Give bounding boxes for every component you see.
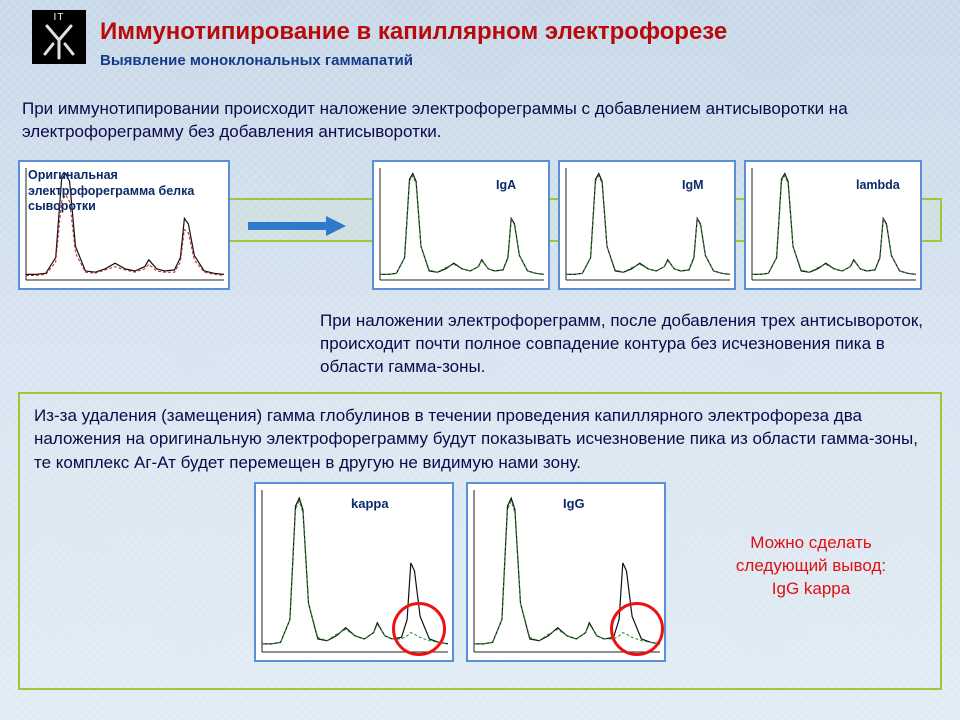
panel-label-lam: lambda: [856, 178, 900, 194]
arrow-icon: [248, 214, 348, 238]
conclusion-line3: IgG kappa: [706, 578, 916, 601]
page-subtitle: Выявление моноклональных гаммапатий: [100, 52, 413, 69]
panel-label-igg: IgG: [563, 496, 585, 511]
icon-label: IT: [54, 12, 65, 23]
conclusion-box: Из-за удаления (замещения) гамма глобули…: [18, 392, 942, 690]
antibody-it-icon: IT: [32, 10, 86, 64]
conclusion-line2: следующий вывод:: [706, 555, 916, 578]
panel-igm: IgM: [558, 160, 736, 290]
panel-kappa: kappa: [254, 482, 454, 662]
conclusion-line1: Можно сделать: [706, 532, 916, 555]
gamma-peak-circle: [392, 602, 446, 656]
panel-label-iga: IgA: [496, 178, 516, 194]
removal-paragraph: Из-за удаления (замещения) гамма глобули…: [34, 404, 926, 474]
intro-paragraph: При иммунотипировании происходит наложен…: [22, 98, 938, 144]
panel-lam: lambda: [744, 160, 922, 290]
panel-orig: Оригинальная электрофореграмма белка сыв…: [18, 160, 230, 290]
panel-label-orig: Оригинальная электрофореграмма белка сыв…: [28, 168, 208, 215]
panel-igg: IgG: [466, 482, 666, 662]
panel-row-2: Можно сделать следующий вывод: IgG kappa…: [34, 482, 926, 682]
panel-label-igm: IgM: [682, 178, 704, 194]
page-title: Иммунотипирование в капиллярном электроф…: [100, 18, 727, 46]
panel-row-1: Оригинальная электрофореграмма белка сыв…: [18, 160, 942, 300]
gamma-peak-circle: [610, 602, 664, 656]
conclusion-text: Можно сделать следующий вывод: IgG kappa: [706, 532, 916, 601]
overlay-paragraph: При наложении электрофореграмм, после до…: [320, 310, 936, 379]
panel-iga: IgA: [372, 160, 550, 290]
panel-label-kappa: kappa: [351, 496, 389, 511]
